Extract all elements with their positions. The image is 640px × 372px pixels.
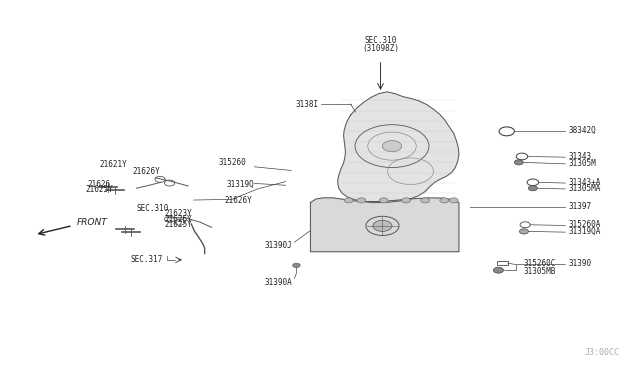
Text: 31390A: 31390A bbox=[265, 278, 292, 287]
Circle shape bbox=[520, 229, 529, 234]
Text: 21626Y: 21626Y bbox=[164, 215, 193, 224]
Circle shape bbox=[493, 267, 504, 273]
Circle shape bbox=[380, 198, 388, 203]
Text: 21626Y: 21626Y bbox=[225, 196, 252, 205]
Text: 31343: 31343 bbox=[568, 152, 591, 161]
Circle shape bbox=[449, 198, 458, 203]
Text: 31397: 31397 bbox=[568, 202, 591, 211]
Text: 31319QA: 31319QA bbox=[568, 227, 601, 236]
Text: SEC.310: SEC.310 bbox=[137, 203, 169, 213]
Text: 31319Q: 31319Q bbox=[227, 180, 254, 189]
Text: 21621Y: 21621Y bbox=[99, 160, 127, 169]
Text: 21626: 21626 bbox=[87, 180, 111, 189]
Text: 31390: 31390 bbox=[568, 259, 591, 269]
Polygon shape bbox=[310, 198, 459, 252]
Circle shape bbox=[529, 186, 538, 191]
Text: 21623Y: 21623Y bbox=[164, 209, 193, 218]
Text: 31305M: 31305M bbox=[568, 158, 596, 168]
Bar bbox=[497, 261, 508, 265]
Text: SEC.317: SEC.317 bbox=[131, 255, 163, 264]
Text: 31390J: 31390J bbox=[265, 241, 292, 250]
Text: SEC.310: SEC.310 bbox=[364, 36, 397, 45]
Text: 21626Y: 21626Y bbox=[133, 167, 161, 176]
Circle shape bbox=[357, 198, 366, 203]
Text: 31305MA: 31305MA bbox=[568, 185, 601, 193]
Circle shape bbox=[515, 160, 524, 165]
Circle shape bbox=[440, 198, 449, 203]
Text: 315260A: 315260A bbox=[568, 220, 601, 229]
Text: 21625Y: 21625Y bbox=[164, 220, 193, 229]
Text: (31098Z): (31098Z) bbox=[362, 44, 399, 53]
Circle shape bbox=[373, 220, 392, 231]
Circle shape bbox=[420, 198, 429, 203]
Text: 38342Q: 38342Q bbox=[568, 126, 596, 135]
Text: FRONT: FRONT bbox=[77, 218, 108, 227]
Text: J3:00CC: J3:00CC bbox=[584, 347, 620, 357]
Circle shape bbox=[292, 263, 300, 267]
Polygon shape bbox=[338, 92, 459, 203]
Text: 31343+A: 31343+A bbox=[568, 178, 601, 187]
Circle shape bbox=[401, 198, 410, 203]
Text: 3138I: 3138I bbox=[296, 100, 319, 109]
Text: 31305MB: 31305MB bbox=[524, 267, 556, 276]
Text: 315260C: 315260C bbox=[524, 259, 556, 269]
Text: 21625Y: 21625Y bbox=[85, 185, 113, 194]
Circle shape bbox=[344, 198, 353, 203]
Text: 315260: 315260 bbox=[218, 157, 246, 167]
Circle shape bbox=[383, 141, 401, 152]
